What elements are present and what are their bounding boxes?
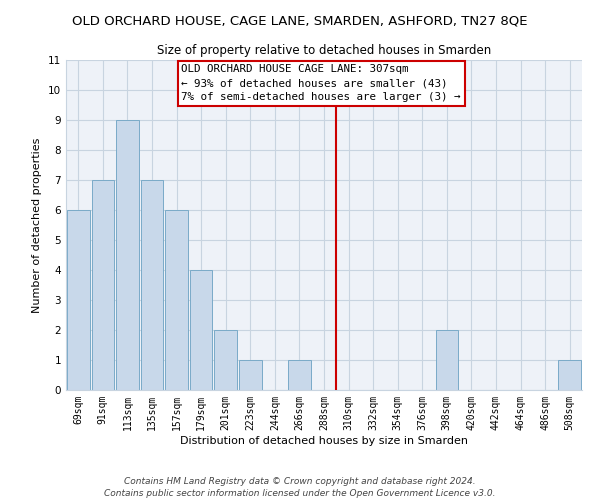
X-axis label: Distribution of detached houses by size in Smarden: Distribution of detached houses by size … [180,436,468,446]
Bar [214,330,237,390]
Text: OLD ORCHARD HOUSE, CAGE LANE, SMARDEN, ASHFORD, TN27 8QE: OLD ORCHARD HOUSE, CAGE LANE, SMARDEN, A… [72,15,528,28]
Bar [140,180,163,390]
Title: Size of property relative to detached houses in Smarden: Size of property relative to detached ho… [157,44,491,58]
Bar [559,360,581,390]
Text: Contains HM Land Registry data © Crown copyright and database right 2024.
Contai: Contains HM Land Registry data © Crown c… [104,476,496,498]
Bar [165,210,188,390]
Text: OLD ORCHARD HOUSE CAGE LANE: 307sqm
← 93% of detached houses are smaller (43)
7%: OLD ORCHARD HOUSE CAGE LANE: 307sqm ← 93… [181,64,461,102]
Bar [288,360,311,390]
Bar [190,270,212,390]
Bar [436,330,458,390]
Bar [67,210,89,390]
Bar [239,360,262,390]
Bar [116,120,139,390]
Y-axis label: Number of detached properties: Number of detached properties [32,138,43,312]
Bar [92,180,114,390]
